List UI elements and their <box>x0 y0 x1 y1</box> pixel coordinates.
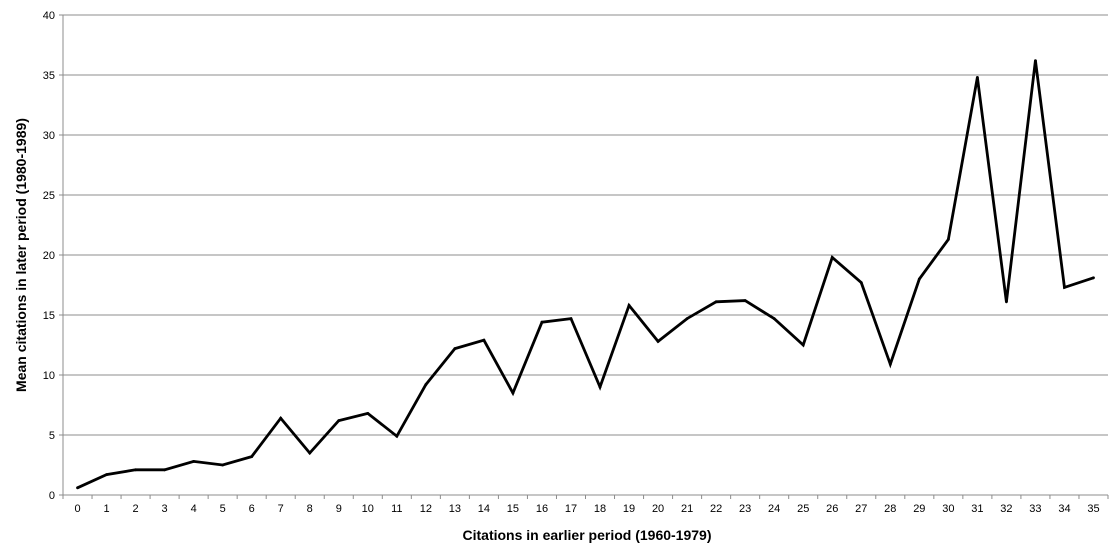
x-tick-label: 20 <box>652 503 664 515</box>
y-axis-title: Mean citations in later period (1980-198… <box>13 118 29 392</box>
x-tick-label: 17 <box>565 503 577 515</box>
data-point <box>105 473 108 476</box>
x-tick-label: 22 <box>710 503 722 515</box>
x-tick-label: 29 <box>913 503 925 515</box>
y-tick-label: 30 <box>43 130 55 142</box>
y-tick-label: 0 <box>49 490 55 502</box>
data-point <box>453 347 457 350</box>
data-point <box>1034 59 1037 62</box>
x-axis-title: Citations in earlier period (1960-1979) <box>463 527 712 543</box>
data-point <box>685 317 689 320</box>
data-point <box>656 340 660 343</box>
x-tick-label: 3 <box>162 503 168 515</box>
data-point <box>569 317 573 320</box>
data-point <box>337 419 341 422</box>
x-tick-labels: 0 1 2 3 4 5 6 7 8 9 10 11 12 13 14 15 16 17 18 19 20 21 22 23 24… <box>74 503 1099 515</box>
data-point <box>714 300 718 304</box>
y-tick-label: 25 <box>43 190 55 202</box>
y-tick-labels: 0 5 10 15 20 25 30 35 40 <box>43 10 55 502</box>
y-tick-label: 5 <box>49 430 55 442</box>
x-tick-label: 5 <box>220 503 226 515</box>
x-tick-label: 8 <box>307 503 313 515</box>
data-point <box>975 76 979 79</box>
x-tick-label: 26 <box>826 503 838 515</box>
x-tick-label: 10 <box>362 503 374 515</box>
axes <box>59 14 1109 499</box>
y-tick-label: 15 <box>43 310 55 322</box>
x-tick-label: 35 <box>1087 503 1099 515</box>
data-point <box>830 256 834 259</box>
x-tick-label: 34 <box>1058 503 1070 515</box>
x-tick-label: 1 <box>103 503 109 515</box>
data-point <box>598 385 602 389</box>
data-point <box>163 468 166 472</box>
data-point <box>366 412 370 415</box>
data-point <box>395 434 399 438</box>
x-tick-label: 0 <box>74 503 80 515</box>
x-tick-label: 15 <box>507 503 519 515</box>
data-point <box>772 317 776 320</box>
y-tick-label: 35 <box>43 70 55 82</box>
y-tick-label: 20 <box>43 250 55 262</box>
data-point <box>627 304 631 307</box>
data-point <box>279 416 283 420</box>
data-point <box>250 455 254 458</box>
x-tick-label: 13 <box>449 503 461 515</box>
data-point <box>482 338 486 342</box>
data-point <box>308 451 312 455</box>
data-point <box>801 343 805 347</box>
x-tick-label: 32 <box>1000 503 1012 515</box>
data-point <box>134 468 137 472</box>
x-tick-label: 4 <box>191 503 197 515</box>
data-point <box>424 383 428 386</box>
data-point <box>859 281 863 284</box>
data-point <box>1005 300 1008 304</box>
x-tick-label: 25 <box>797 503 809 515</box>
x-tick-label: 23 <box>739 503 751 515</box>
gridlines <box>63 14 1108 436</box>
data-point <box>946 238 950 241</box>
x-tick-label: 2 <box>133 503 139 515</box>
data-point <box>511 391 515 395</box>
x-tick-label: 21 <box>681 503 693 515</box>
data-point <box>1063 286 1066 289</box>
x-tick-label: 33 <box>1029 503 1041 515</box>
x-tick-label: 6 <box>249 503 255 515</box>
x-tick-label: 12 <box>420 503 432 515</box>
data-point <box>76 486 79 490</box>
data-point <box>917 277 921 281</box>
data-point <box>221 463 225 467</box>
x-tick-label: 24 <box>768 503 780 515</box>
x-tick-label: 7 <box>278 503 284 515</box>
data-point <box>888 362 892 366</box>
y-tick-label: 40 <box>43 10 55 22</box>
y-tick-label: 10 <box>43 370 55 382</box>
x-tick-label: 28 <box>884 503 896 515</box>
data-point <box>540 320 544 324</box>
x-tick-label: 31 <box>971 503 983 515</box>
x-tick-label: 18 <box>594 503 606 515</box>
series-line-0 <box>76 60 1094 490</box>
x-tick-label: 30 <box>942 503 954 515</box>
series-layer <box>76 59 1095 490</box>
x-tick-label: 27 <box>855 503 867 515</box>
x-tick-label: 11 <box>391 503 402 515</box>
data-point <box>192 460 196 463</box>
data-point <box>1092 276 1095 280</box>
x-tick-label: 19 <box>623 503 635 515</box>
data-point <box>743 299 747 302</box>
x-tick-label: 16 <box>536 503 548 515</box>
x-tick-label: 9 <box>336 503 342 515</box>
x-tick-label: 14 <box>478 503 490 515</box>
